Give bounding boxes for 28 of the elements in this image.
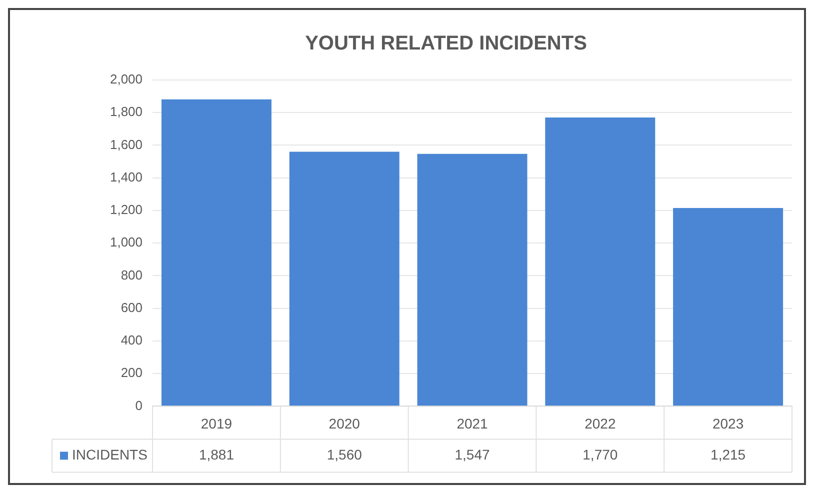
bar — [417, 154, 528, 406]
bar — [545, 118, 656, 406]
bar — [673, 208, 784, 406]
y-tick-label: 600 — [120, 300, 143, 315]
x-tick-label: 2022 — [584, 415, 616, 432]
y-tick-label: 1,400 — [110, 169, 143, 184]
bar — [161, 99, 272, 406]
data-label: 1,560 — [326, 446, 362, 463]
y-tick-label: 400 — [120, 332, 143, 348]
y-tick-label: 0 — [135, 398, 143, 413]
data-label: 1,770 — [582, 446, 618, 463]
bar — [289, 152, 400, 406]
y-tick-label: 1,800 — [110, 104, 143, 120]
y-tick-label: 800 — [120, 267, 143, 282]
y-tick-label: 1,200 — [110, 202, 143, 218]
x-tick-label: 2020 — [328, 415, 360, 432]
data-label: 1,881 — [198, 446, 234, 463]
x-tick-label: 2021 — [456, 415, 488, 432]
y-tick-label: 200 — [120, 365, 143, 380]
x-tick-label: 2019 — [200, 415, 232, 432]
y-tick-label: 2,000 — [110, 72, 143, 87]
legend-label: INCIDENTS — [72, 446, 148, 463]
chart-title: YOUTH RELATED INCIDENTS — [305, 32, 587, 55]
y-tick-label: 1,600 — [110, 136, 143, 152]
data-label: 1,215 — [710, 446, 746, 463]
x-tick-label: 2023 — [712, 415, 744, 432]
data-label: 1,547 — [454, 446, 490, 463]
y-tick-label: 1,000 — [110, 234, 143, 250]
